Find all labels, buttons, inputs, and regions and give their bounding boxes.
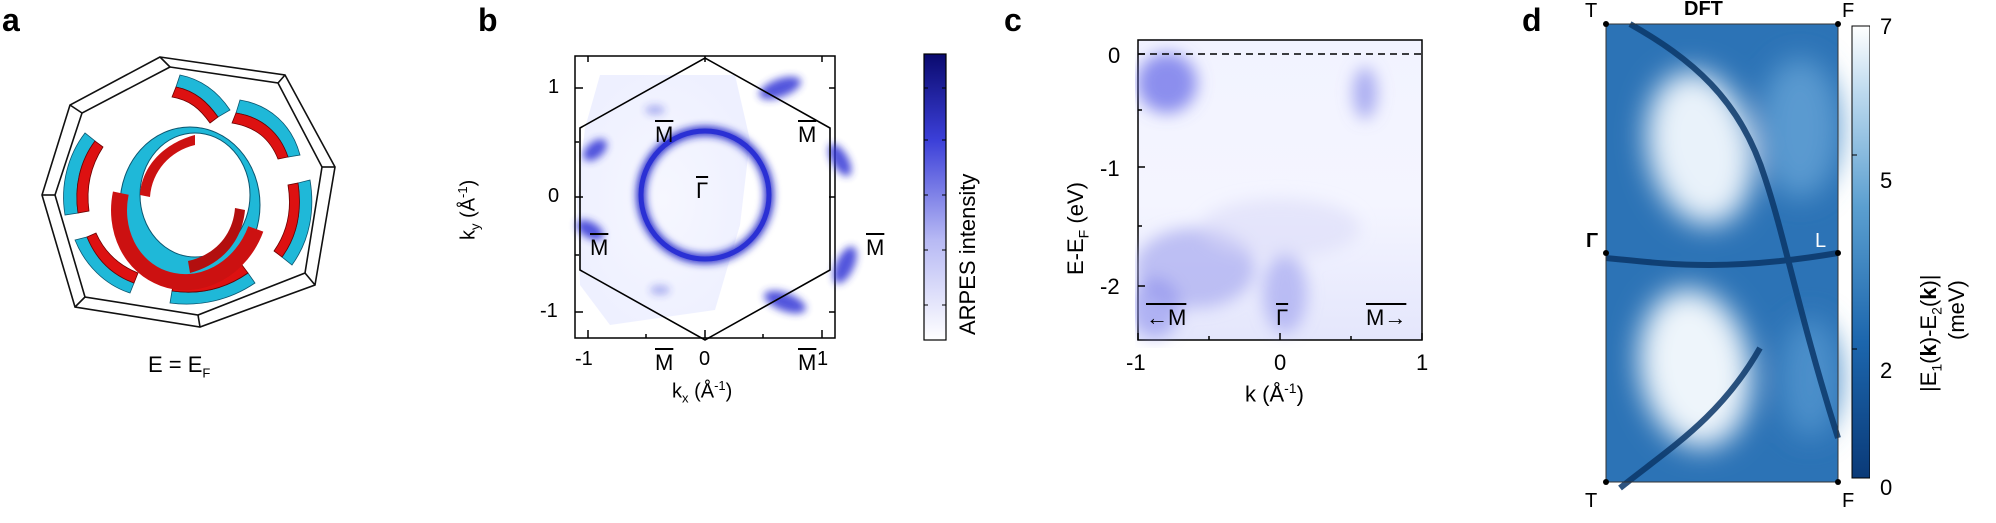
m-pocket xyxy=(645,105,665,115)
panel-d-title: DFT xyxy=(1684,0,1723,20)
band-feature xyxy=(1353,67,1377,119)
caption-text: E = E xyxy=(148,352,203,377)
band-feature xyxy=(1200,198,1360,258)
m-pocket xyxy=(764,290,806,314)
caption-subscript: F xyxy=(202,365,211,381)
heatmap-feature xyxy=(1760,58,1840,198)
band-feature xyxy=(1135,278,1180,338)
panel-b-xtick: 1 xyxy=(817,348,829,370)
panel-c-plot xyxy=(1135,39,1423,341)
m-pocket xyxy=(650,285,670,295)
band-feature xyxy=(1263,253,1307,333)
panel-b-xtick: -1 xyxy=(575,348,593,370)
panel-c-xlabel: k (Å-1) xyxy=(1245,380,1304,407)
panel-b-colorbar xyxy=(923,53,947,341)
panel-d-colorbar-tick: 2 xyxy=(1880,358,1893,383)
panel-d-colorbar xyxy=(1851,25,1870,479)
panel-b-colorbar-label: ARPES intensity xyxy=(955,173,980,335)
panel-d-plot xyxy=(1603,21,1870,491)
panel-c-xtick: 0 xyxy=(1274,350,1287,375)
heatmap-feature xyxy=(1780,318,1840,438)
panel-d-colorbar-tick: 5 xyxy=(1880,168,1893,193)
panel-c-ylabel: E-EF (eV) xyxy=(1063,182,1092,275)
nodal-line xyxy=(1605,250,1839,268)
panel-letter-b: b xyxy=(478,2,498,38)
panel-c-ytick: -2 xyxy=(1100,274,1120,299)
m-point-label: M xyxy=(866,235,885,260)
panel-c-label-right: M→ xyxy=(1366,305,1407,330)
corner-label-mid-left: Γ xyxy=(1586,230,1599,252)
band-feature xyxy=(1137,53,1197,113)
corner-label-top-left: T xyxy=(1585,0,1598,22)
panel-b-ytick: -1 xyxy=(540,300,558,322)
m-point-label: M xyxy=(655,122,674,147)
corner-label-bottom-left: T xyxy=(1585,490,1598,512)
panel-b-xtick: 0 xyxy=(699,348,711,370)
panel-c-ytick: -1 xyxy=(1100,156,1120,181)
m-pocket xyxy=(828,143,852,177)
corner-label-mid-right: L xyxy=(1815,230,1827,252)
panel-c-label-center: Γ xyxy=(1276,305,1289,330)
panel-c-xtick: -1 xyxy=(1126,350,1146,375)
nodal-line xyxy=(1628,21,1841,439)
m-pocket xyxy=(833,246,857,284)
gamma-point-label: Γ xyxy=(696,178,709,203)
panel-b-ytick: 0 xyxy=(548,185,560,207)
panel-d-colorbar-unit: (meV) xyxy=(1944,280,1969,340)
m-point-label: M xyxy=(798,350,817,375)
panel-b-ylabel: ky (Å-1) xyxy=(455,179,483,240)
panel-a-caption: E = EF xyxy=(148,352,210,380)
fermi-surface-3d xyxy=(41,56,336,328)
nodal-line xyxy=(1618,346,1763,491)
gamma-pocket-ring-core xyxy=(638,128,772,262)
panel-c-label-left: ←M xyxy=(1146,305,1187,330)
panel-d-colorbar-tick: 7 xyxy=(1880,14,1893,39)
panel-b-xlabel: kx (Å-1) xyxy=(672,378,733,406)
panel-d-colorbar-tick: 0 xyxy=(1880,475,1893,500)
panel-letter-c: c xyxy=(1004,2,1022,38)
panel-c-ticks xyxy=(1137,53,1423,340)
corner-label-top-right: F xyxy=(1842,0,1855,22)
panel-letter-d: d xyxy=(1522,2,1542,38)
panel-b-ticks xyxy=(575,56,835,338)
heatmap-hotspot xyxy=(1646,70,1754,226)
panel-c-ytick: 0 xyxy=(1108,43,1121,68)
m-point-label: M xyxy=(798,122,817,147)
m-pocket xyxy=(583,139,607,161)
heatmap-hotspot xyxy=(1639,288,1751,448)
panel-letter-a: a xyxy=(2,2,20,38)
corner-label-bottom-right: F xyxy=(1842,490,1855,512)
m-point-label: M xyxy=(590,235,609,260)
panel-b-plot xyxy=(574,53,947,341)
m-point-label: M xyxy=(655,350,674,375)
panel-d-colorbar-label: |E1(k)-E2(k)| xyxy=(1916,274,1945,392)
panel-b-ytick: 1 xyxy=(548,76,560,98)
m-pocket xyxy=(576,219,604,241)
panel-c-xtick: 1 xyxy=(1416,350,1429,375)
